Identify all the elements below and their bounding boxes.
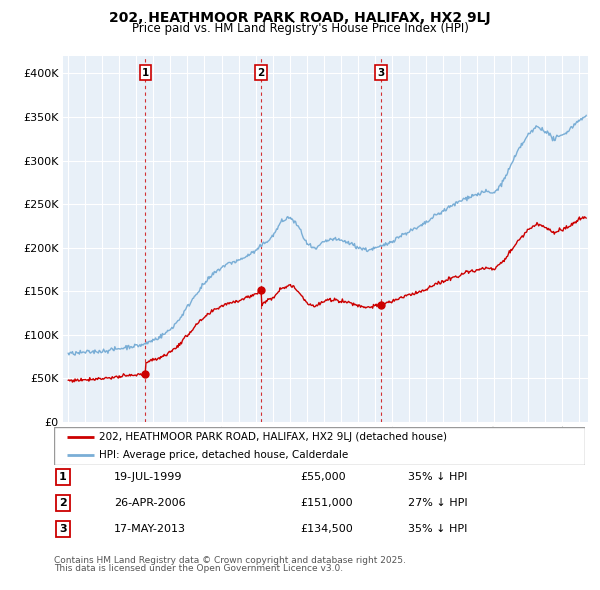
Text: 3: 3 — [378, 67, 385, 77]
Text: 35% ↓ HPI: 35% ↓ HPI — [408, 472, 467, 481]
Text: 202, HEATHMOOR PARK ROAD, HALIFAX, HX2 9LJ (detached house): 202, HEATHMOOR PARK ROAD, HALIFAX, HX2 9… — [99, 431, 447, 441]
Text: HPI: Average price, detached house, Calderdale: HPI: Average price, detached house, Cald… — [99, 450, 349, 460]
Text: 19-JUL-1999: 19-JUL-1999 — [114, 472, 182, 481]
Text: This data is licensed under the Open Government Licence v3.0.: This data is licensed under the Open Gov… — [54, 565, 343, 573]
Text: 202, HEATHMOOR PARK ROAD, HALIFAX, HX2 9LJ: 202, HEATHMOOR PARK ROAD, HALIFAX, HX2 9… — [109, 11, 491, 25]
Text: 3: 3 — [59, 524, 67, 533]
Text: 17-MAY-2013: 17-MAY-2013 — [114, 524, 186, 533]
Text: £151,000: £151,000 — [300, 498, 353, 507]
Text: 35% ↓ HPI: 35% ↓ HPI — [408, 524, 467, 533]
Text: 1: 1 — [142, 67, 149, 77]
Text: 2: 2 — [59, 498, 67, 507]
Text: 1: 1 — [59, 472, 67, 481]
Text: 27% ↓ HPI: 27% ↓ HPI — [408, 498, 467, 507]
Text: Contains HM Land Registry data © Crown copyright and database right 2025.: Contains HM Land Registry data © Crown c… — [54, 556, 406, 565]
Text: £134,500: £134,500 — [300, 524, 353, 533]
Text: Price paid vs. HM Land Registry's House Price Index (HPI): Price paid vs. HM Land Registry's House … — [131, 22, 469, 35]
Text: 26-APR-2006: 26-APR-2006 — [114, 498, 185, 507]
Text: 2: 2 — [257, 67, 265, 77]
Text: £55,000: £55,000 — [300, 472, 346, 481]
